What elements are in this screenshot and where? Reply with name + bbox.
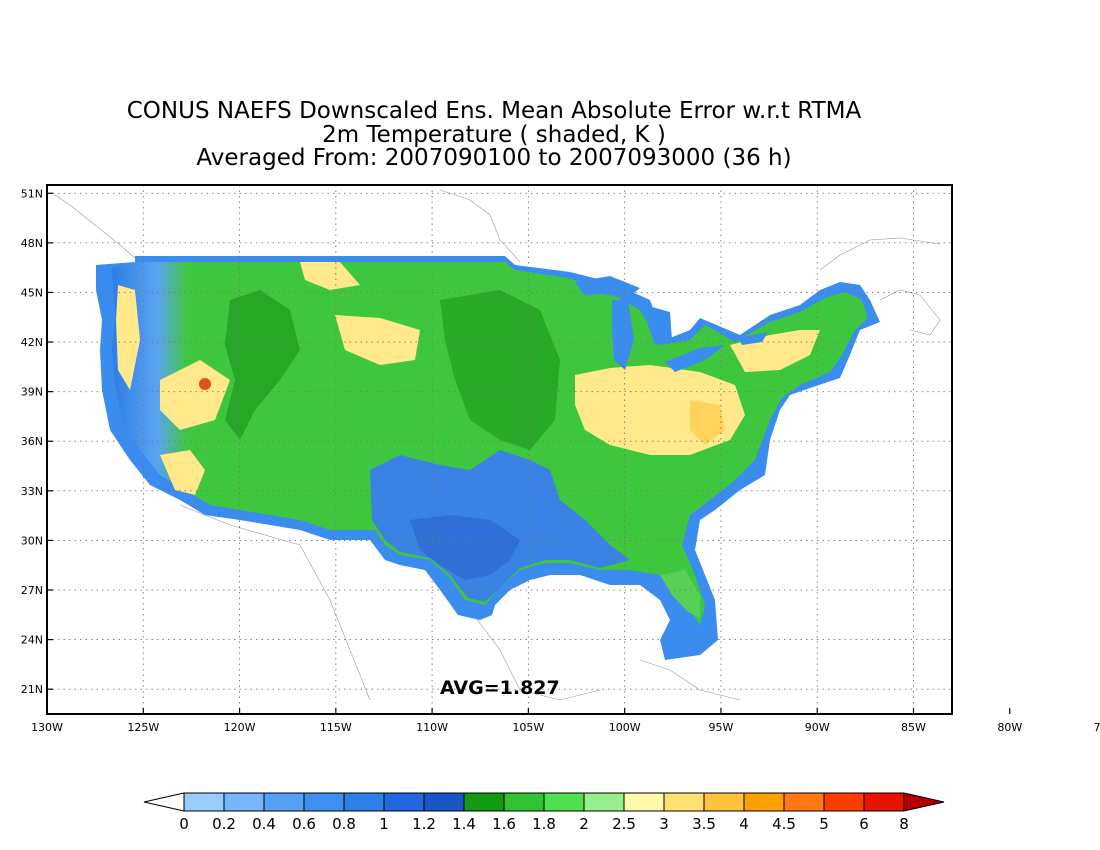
colorbar-label: 1 — [379, 815, 389, 833]
average-annotation: AVG=1.827 — [440, 677, 560, 699]
nevada-hot-spot — [199, 378, 211, 390]
colorbar-label: 0.6 — [292, 815, 316, 833]
lon-tick-label: 110W — [416, 721, 448, 734]
lon-tick-label: 130W — [31, 721, 63, 734]
colorbar-label: 1.2 — [412, 815, 436, 833]
title-line-1: CONUS NAEFS Downscaled Ens. Mean Absolut… — [126, 98, 862, 124]
colorbar-label: 4 — [739, 815, 749, 833]
colorbar: 0 0.2 0.4 0.6 0.8 1 1.2 1.4 1.6 1.8 2 2.5 3 3.5 4 4.5 5 6… — [143, 792, 945, 833]
colorbar-swatch — [583, 792, 625, 812]
lon-tick-label: 75W — [1094, 721, 1100, 734]
florida-peninsula — [660, 570, 700, 618]
great-basin-high — [160, 360, 230, 430]
colorbar-swatch — [383, 792, 425, 812]
colorbar-label: 1.4 — [452, 815, 476, 833]
colorbar-low-triangle — [143, 792, 185, 812]
lon-tick-label: 85W — [901, 721, 926, 734]
colorbar-label: 0 — [179, 815, 189, 833]
lat-tick-label: 48N — [21, 237, 43, 250]
lon-tick-label: 100W — [609, 721, 641, 734]
colorbar-label: 4.5 — [772, 815, 796, 833]
lon-tick-label: 125W — [127, 721, 159, 734]
conus-error-field — [96, 256, 880, 660]
colorbar-label: 1.8 — [532, 815, 556, 833]
rockies-mottling — [225, 290, 300, 440]
land-green — [112, 262, 868, 625]
colorbar-swatch — [863, 792, 905, 812]
plains-high — [335, 315, 420, 365]
colorbar-swatch — [183, 792, 225, 812]
chart-title: CONUS NAEFS Downscaled Ens. Mean Absolut… — [44, 98, 944, 171]
colorbar-label: 1.6 — [492, 815, 516, 833]
neighbor-country-outlines — [54, 189, 941, 701]
colorbar-label: 2 — [579, 815, 589, 833]
lat-tick-label: 27N — [21, 584, 43, 597]
south-low-error — [370, 450, 630, 602]
lake-erie — [665, 345, 725, 372]
lat-tick-label: 42N — [21, 336, 43, 349]
plains-mottling — [440, 290, 560, 450]
lon-tick-label: 95W — [708, 721, 733, 734]
colorbar-swatch — [303, 792, 345, 812]
lat-tick-label: 39N — [21, 386, 43, 399]
colorbar-label: 3 — [659, 815, 669, 833]
socal-high — [160, 450, 205, 495]
montana-high — [300, 262, 360, 290]
lat-tick-label: 51N — [21, 187, 43, 200]
lake-superior — [575, 276, 640, 298]
colorbar-label: 2.5 — [612, 815, 636, 833]
lake-michigan — [612, 300, 634, 370]
lake-huron — [645, 305, 672, 345]
lat-tick-label: 33N — [21, 485, 43, 498]
title-line-3: Averaged From: 2007090100 to 2007093000 … — [196, 145, 792, 171]
lat-tick-label: 30N — [21, 534, 43, 547]
lon-tick-label: 115W — [320, 721, 352, 734]
west-coast-high — [116, 285, 140, 390]
lat-tick-label: 21N — [21, 683, 43, 696]
lon-tick-label: 120W — [224, 721, 256, 734]
colorbar-swatch — [503, 792, 545, 812]
colorbar-label: 0.2 — [212, 815, 236, 833]
ohio-valley-core — [690, 400, 725, 445]
colorbar-label: 3.5 — [692, 815, 716, 833]
map-frame — [46, 184, 953, 715]
colorbar-swatch — [343, 792, 385, 812]
texas-lowland — [410, 515, 520, 580]
colorbar-swatch — [543, 792, 585, 812]
colorbar-swatch — [623, 792, 665, 812]
colorbar-swatch — [463, 792, 505, 812]
lon-tick-label: 105W — [512, 721, 544, 734]
latitude-axis: 51N 48N 45N 42N 39N 36N 33N 30N 27N 24N 21N — [21, 187, 53, 696]
colorbar-swatch — [223, 792, 265, 812]
colorbar-swatch — [703, 792, 745, 812]
lon-tick-label: 90W — [805, 721, 830, 734]
lat-tick-label: 36N — [21, 435, 43, 448]
colorbar-label: 8 — [899, 815, 909, 833]
colorbar-label: 5 — [819, 815, 829, 833]
longitude-axis: 130W 125W 120W 115W 110W 105W 100W 95W 90W 85W 80W… — [31, 708, 1100, 734]
colorbar-swatch — [423, 792, 465, 812]
colorbar-swatch — [663, 792, 705, 812]
lat-tick-label: 24N — [21, 634, 43, 647]
lon-tick-label: 80W — [997, 721, 1022, 734]
colorbar-swatch — [263, 792, 305, 812]
colorbar-swatch — [783, 792, 825, 812]
colorbar-label: 0.4 — [252, 815, 276, 833]
colorbar-swatch — [743, 792, 785, 812]
colorbar-swatch — [823, 792, 865, 812]
map-panel — [47, 185, 952, 714]
lat-tick-label: 45N — [21, 286, 43, 299]
title-line-2: 2m Temperature ( shaded, K ) — [322, 121, 666, 148]
map-gridlines — [47, 185, 952, 714]
colorbar-high-triangle — [903, 792, 945, 812]
colorbar-label: 0.8 — [332, 815, 356, 833]
colorbar-label: 6 — [859, 815, 869, 833]
